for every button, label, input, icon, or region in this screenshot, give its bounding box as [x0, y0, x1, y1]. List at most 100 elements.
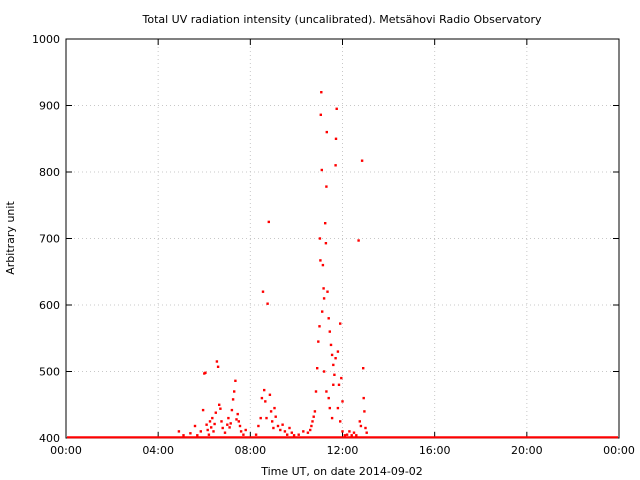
data-point [330, 416, 334, 420]
data-point [276, 424, 280, 428]
data-point [219, 407, 222, 410]
data-point [177, 430, 181, 433]
data-point [265, 416, 268, 420]
data-point [231, 398, 235, 401]
data-point [212, 430, 215, 433]
data-point [325, 185, 328, 188]
x-tick-label: 16:00 [419, 444, 451, 457]
x-tick-label: 20:00 [511, 444, 543, 457]
data-point [327, 317, 330, 320]
data-point [327, 396, 330, 400]
data-point [334, 357, 337, 360]
data-point [208, 420, 212, 423]
data-point [254, 433, 258, 436]
data-point [201, 408, 205, 412]
data-point [333, 373, 336, 376]
data-point [328, 406, 331, 410]
data-point [355, 434, 358, 437]
data-point [242, 433, 245, 436]
data-point [292, 434, 296, 437]
data-point [350, 434, 353, 437]
data-point [286, 433, 289, 436]
data-point [259, 416, 262, 420]
data-point [196, 434, 199, 437]
data-point [358, 420, 361, 423]
series-points [67, 91, 618, 439]
data-point [324, 222, 327, 225]
data-point [341, 400, 344, 403]
data-point [269, 410, 273, 413]
data-point [322, 297, 326, 300]
data-point [320, 91, 323, 94]
data-point [223, 431, 227, 434]
data-point [340, 376, 343, 380]
data-point [328, 330, 331, 333]
data-point [341, 430, 344, 433]
data-point [332, 363, 335, 367]
data-point [317, 340, 320, 343]
data-point [272, 426, 275, 430]
data-point [325, 130, 328, 134]
data-point [260, 396, 264, 400]
data-point [290, 431, 293, 434]
data-point [288, 426, 291, 430]
data-point [334, 164, 337, 167]
data-point [220, 420, 223, 423]
x-axis-label: Time UT, on date 2014-09-02 [260, 465, 423, 478]
data-point [283, 430, 287, 433]
data-point [320, 168, 323, 172]
data-point [336, 350, 340, 353]
data-point [363, 410, 366, 413]
data-point [281, 423, 284, 426]
y-axis-label: Arbitrary unit [4, 201, 17, 275]
data-point [362, 367, 365, 370]
data-point [207, 433, 211, 436]
data-point [312, 415, 315, 418]
data-point [337, 383, 341, 386]
data-point [321, 263, 325, 267]
x-tick-label: 04:00 [142, 444, 174, 457]
data-point [330, 353, 334, 357]
data-point [206, 428, 209, 432]
data-point [306, 431, 310, 434]
data-point [310, 424, 313, 428]
data-point [211, 416, 214, 420]
data-point [268, 393, 272, 396]
data-point [274, 415, 277, 418]
data-point [235, 418, 238, 421]
data-point [234, 379, 237, 382]
data-point [339, 322, 342, 325]
data-point [271, 420, 274, 423]
y-tick-label: 1000 [32, 33, 60, 46]
y-tick-label: 700 [39, 233, 60, 246]
data-point [365, 431, 368, 434]
x-tick-label: 08:00 [234, 444, 266, 457]
data-point [345, 433, 349, 436]
data-point [210, 426, 213, 429]
data-point [228, 426, 231, 429]
data-point [362, 396, 365, 400]
data-point [238, 424, 242, 428]
data-point [266, 302, 269, 305]
data-point [216, 365, 220, 368]
y-tick-label: 800 [39, 166, 60, 179]
data-point [318, 237, 322, 240]
data-point [218, 403, 221, 406]
y-ticks: 400 500 600 700 800 900 1000 [32, 33, 619, 445]
data-point [199, 430, 202, 433]
data-point [279, 428, 282, 432]
data-point [233, 390, 236, 393]
data-point [237, 420, 240, 423]
data-point [360, 159, 364, 162]
data-point [336, 406, 340, 410]
data-point [334, 137, 338, 140]
data-point [343, 434, 346, 437]
y-tick-label: 400 [39, 432, 60, 445]
data-point [193, 424, 197, 428]
data-point [316, 367, 319, 370]
data-point [236, 412, 239, 416]
data-point [257, 424, 260, 428]
data-point [230, 408, 234, 412]
y-tick-label: 600 [39, 299, 60, 312]
